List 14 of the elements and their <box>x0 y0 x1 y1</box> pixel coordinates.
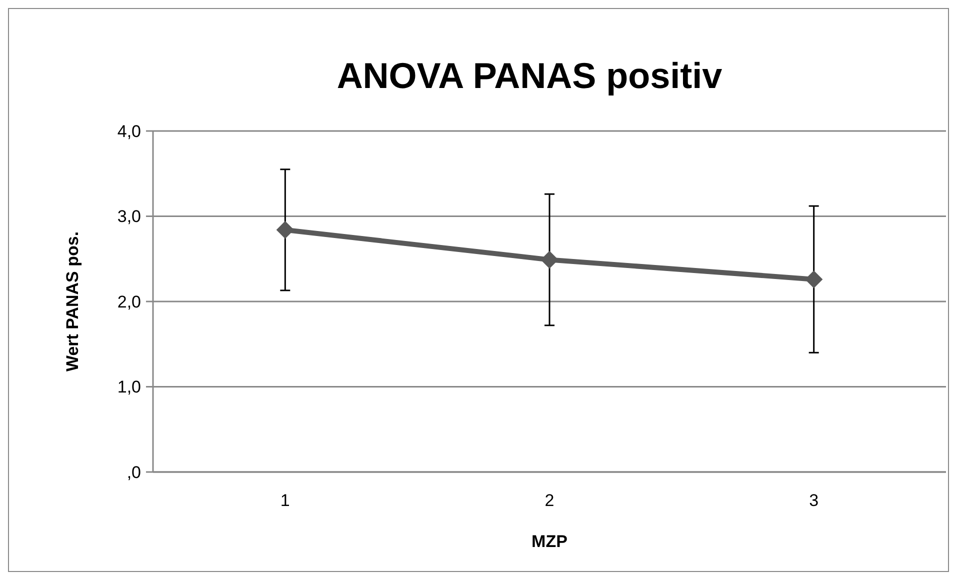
y-tick-label: 4,0 <box>117 122 141 141</box>
y-tick-label: 3,0 <box>117 207 141 226</box>
point <box>540 250 558 269</box>
point <box>276 221 294 239</box>
x-tick-label: 2 <box>544 491 554 510</box>
x-axis-title: MZP <box>532 532 568 551</box>
y-axis-title: Wert PANAS pos. <box>63 231 82 372</box>
y-tick-label: ,0 <box>126 462 141 482</box>
x-tick-label: 3 <box>809 491 819 510</box>
point <box>804 270 823 288</box>
x-tick-label: 1 <box>280 491 290 510</box>
chart-title: ANOVA PANAS positiv <box>336 55 722 96</box>
y-tick-label: 2,0 <box>117 292 141 312</box>
y-tick-label: 1,0 <box>117 378 141 397</box>
